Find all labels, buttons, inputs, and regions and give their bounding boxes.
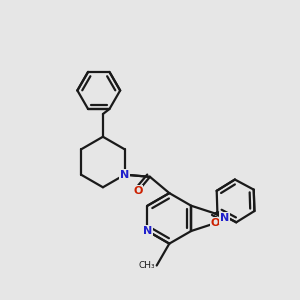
Text: N: N (143, 226, 152, 236)
Text: O: O (133, 186, 142, 197)
Text: N: N (220, 213, 229, 224)
Text: N: N (120, 170, 129, 180)
Text: O: O (211, 218, 220, 228)
Text: N: N (120, 170, 129, 180)
Text: CH₃: CH₃ (139, 261, 155, 270)
